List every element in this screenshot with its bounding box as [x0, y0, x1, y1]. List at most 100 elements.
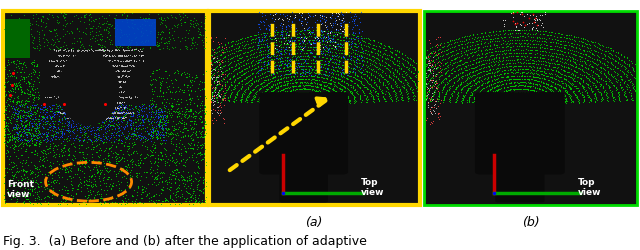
Point: [167, 82, 177, 86]
Point: [564, 74, 575, 78]
Point: [10, 192, 20, 196]
Point: [224, 98, 234, 102]
Point: [424, 87, 435, 91]
Point: [534, 46, 545, 50]
Point: [47, 135, 58, 139]
Point: [560, 100, 570, 104]
Point: [499, 32, 509, 36]
Point: [514, 74, 524, 78]
Point: [424, 63, 435, 67]
Point: [115, 94, 125, 98]
Point: [48, 140, 58, 144]
Point: [559, 42, 569, 46]
Point: [509, 21, 520, 25]
Point: [118, 192, 128, 196]
Point: [143, 120, 153, 124]
Point: [72, 95, 83, 99]
Point: [301, 67, 311, 71]
Point: [506, 34, 516, 38]
Point: [24, 130, 34, 134]
Point: [179, 157, 189, 161]
Point: [508, 99, 518, 103]
Point: [63, 48, 74, 52]
Point: [51, 130, 61, 134]
Point: [14, 126, 24, 130]
Point: [492, 72, 502, 76]
Point: [220, 64, 230, 68]
Point: [109, 114, 119, 118]
Point: [379, 51, 389, 55]
Point: [525, 102, 535, 106]
Point: [96, 68, 106, 72]
Point: [495, 59, 505, 63]
Point: [289, 100, 300, 103]
Point: [99, 85, 109, 89]
Point: [120, 115, 130, 119]
Point: [19, 114, 29, 117]
Point: [107, 64, 117, 68]
Point: [323, 24, 333, 28]
Point: [513, 47, 523, 51]
Point: [177, 174, 187, 178]
Point: [122, 14, 132, 18]
Point: [317, 68, 327, 72]
Point: [364, 70, 374, 74]
Point: [512, 54, 522, 58]
Point: [55, 74, 65, 78]
Point: [330, 21, 340, 25]
Point: [523, 99, 533, 103]
Point: [12, 111, 22, 115]
Point: [117, 45, 127, 49]
Point: [305, 94, 315, 98]
Point: [31, 151, 42, 155]
Point: [500, 98, 511, 102]
Point: [277, 92, 287, 96]
Point: [601, 94, 611, 98]
Point: [340, 42, 351, 46]
Point: [159, 138, 169, 142]
Point: [234, 56, 244, 60]
Point: [198, 123, 209, 127]
Point: [58, 146, 68, 150]
Point: [375, 49, 385, 53]
Point: [532, 90, 542, 94]
Point: [291, 98, 301, 102]
Point: [485, 44, 495, 48]
Point: [95, 48, 105, 52]
Point: [295, 87, 305, 91]
Point: [92, 168, 102, 172]
Point: [106, 38, 116, 42]
Point: [424, 79, 434, 83]
Point: [351, 14, 362, 18]
Point: [517, 74, 527, 78]
Point: [267, 80, 277, 84]
Point: [287, 47, 297, 51]
Point: [536, 72, 547, 76]
Point: [543, 101, 553, 105]
Point: [95, 168, 105, 172]
Point: [89, 63, 99, 67]
Point: [438, 63, 448, 67]
Point: [121, 110, 131, 114]
Point: [87, 152, 97, 156]
Point: [165, 131, 175, 135]
Point: [531, 93, 541, 97]
Point: [81, 75, 92, 79]
Point: [290, 66, 300, 70]
Point: [22, 138, 33, 142]
Point: [129, 129, 139, 133]
Point: [292, 80, 302, 84]
Point: [612, 60, 623, 64]
Point: [255, 86, 266, 89]
Point: [239, 40, 249, 44]
Point: [65, 110, 75, 114]
Point: [484, 30, 494, 34]
Point: [291, 74, 301, 78]
Point: [296, 87, 306, 91]
Point: [531, 100, 541, 103]
Point: [155, 117, 165, 121]
Point: [147, 129, 157, 133]
Point: [236, 98, 246, 102]
Point: [16, 90, 26, 94]
Point: [246, 68, 257, 72]
